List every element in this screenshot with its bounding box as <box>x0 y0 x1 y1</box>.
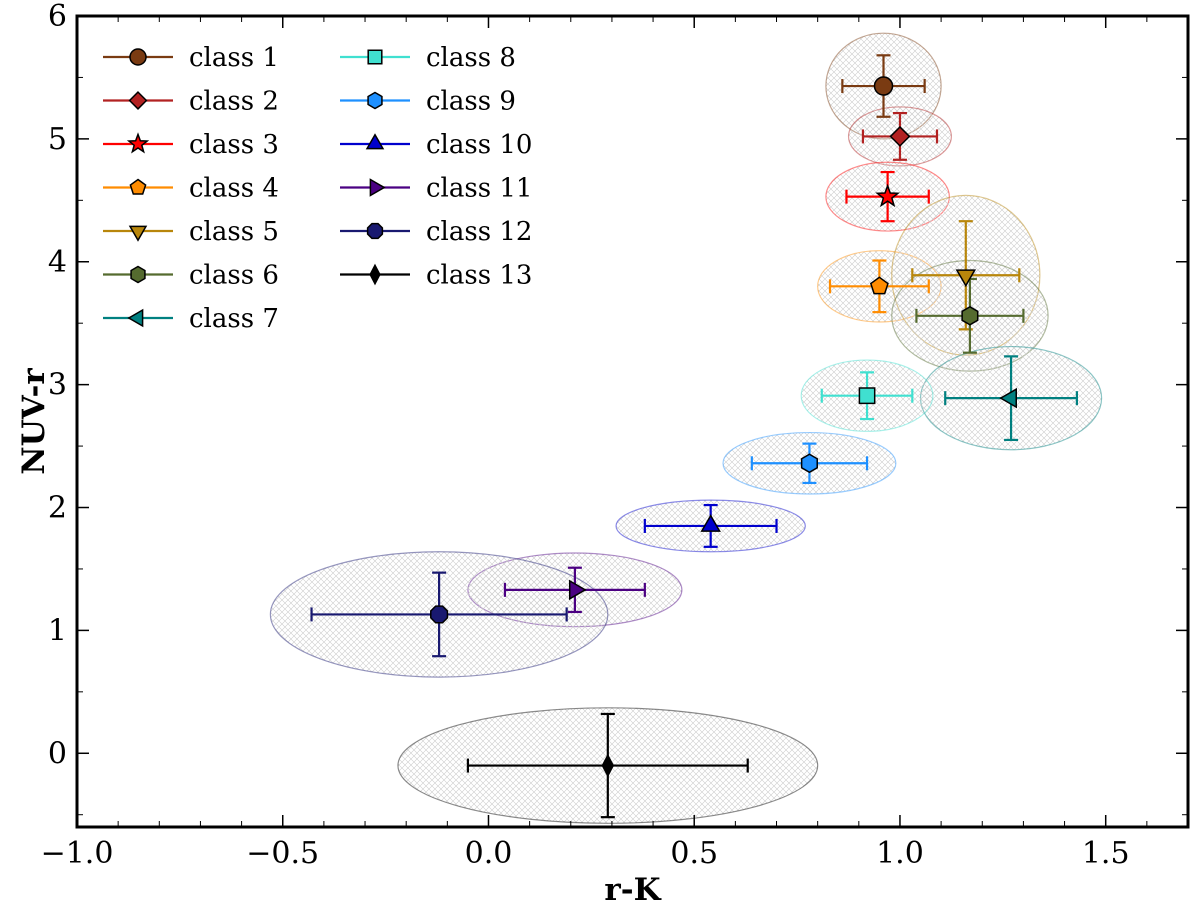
legend-label: class 7 <box>189 304 279 334</box>
x-tick-label: 0.5 <box>670 836 718 871</box>
axes-layer: −1.0 −0.5 0.0 0.5 1.0 1.5 0 1 2 3 4 5 6 r-K NUV-r <box>16 0 1190 908</box>
legend-entry-class-12: class 12 <box>340 217 532 247</box>
y-tick-label: 4 <box>48 245 67 280</box>
marker-class-13 <box>601 753 615 778</box>
x-tick-label: 1.5 <box>1082 836 1130 871</box>
legend-label: class 12 <box>426 217 532 247</box>
marker-class-6 <box>961 305 979 326</box>
markers-layer <box>430 76 1017 778</box>
legend-entry-class-2: class 2 <box>103 87 279 117</box>
y-tick-label: 6 <box>48 0 67 34</box>
y-tick-label: 3 <box>48 368 67 403</box>
x-axis-title: r-K <box>604 872 661 908</box>
legend-entry-class-13: class 13 <box>340 261 532 291</box>
y-axis-title: NUV-r <box>16 368 52 475</box>
legend-label: class 2 <box>189 87 279 117</box>
legend-marker <box>127 308 144 328</box>
marker-class-1 <box>873 76 894 96</box>
legend: class 1 class 2 class 3 class 4 class 5 class… <box>103 43 532 334</box>
legend-marker <box>369 178 386 197</box>
legend-label: class 10 <box>426 130 532 160</box>
marker-class-8 <box>858 387 876 405</box>
legend-marker <box>129 48 147 66</box>
legend-marker <box>129 178 147 195</box>
legend-marker <box>130 265 146 284</box>
y-tick-label: 0 <box>48 736 67 771</box>
marker-class-3 <box>875 183 900 208</box>
legend-entry-class-10: class 10 <box>340 130 532 160</box>
legend-entry-class-11: class 11 <box>340 174 532 204</box>
x-tick-label: −1.0 <box>41 836 114 871</box>
legend-label: class 8 <box>426 43 516 73</box>
legend-marker <box>126 132 150 154</box>
ellipses-layer <box>269 32 1103 824</box>
legend-label: class 4 <box>189 174 279 204</box>
marker-class-11 <box>568 579 587 601</box>
legend-label: class 11 <box>426 174 532 204</box>
marker-class-2 <box>889 125 911 147</box>
legend-marker <box>128 91 148 110</box>
marker-class-12 <box>430 605 449 624</box>
legend-marker <box>367 49 383 65</box>
marker-class-5 <box>955 269 977 288</box>
legend-label: class 1 <box>189 43 279 73</box>
x-tick-label: −0.5 <box>246 836 319 871</box>
legend-marker <box>128 225 148 242</box>
plot-frame <box>75 14 1190 829</box>
marker-class-10 <box>700 514 721 532</box>
x-tick-label: 1.0 <box>876 836 924 871</box>
marker-class-9 <box>800 453 818 474</box>
legend-entry-class-1: class 1 <box>103 43 279 73</box>
legend-marker <box>367 91 383 110</box>
legend-label: class 9 <box>426 87 516 117</box>
marker-class-4 <box>869 276 889 295</box>
legend-marker <box>369 263 381 286</box>
legend-marker <box>365 133 385 150</box>
legend-label: class 5 <box>189 217 279 247</box>
y-tick-label: 1 <box>48 613 67 648</box>
y-tick-label: 2 <box>48 491 67 526</box>
legend-entry-class-5: class 5 <box>103 217 279 247</box>
x-tick-label: 0.0 <box>465 836 513 871</box>
legend-entry-class-3: class 3 <box>103 130 279 160</box>
legend-entry-class-7: class 7 <box>103 304 279 334</box>
legend-marker <box>366 222 384 240</box>
legend-label: class 13 <box>426 261 532 291</box>
legend-entry-class-4: class 4 <box>103 174 279 204</box>
legend-entry-class-8: class 8 <box>340 43 516 73</box>
legend-entry-class-6: class 6 <box>103 261 279 291</box>
legend-entry-class-9: class 9 <box>340 87 516 117</box>
legend-label: class 3 <box>189 130 279 160</box>
y-tick-label: 5 <box>48 122 67 157</box>
legend-label: class 6 <box>189 261 279 291</box>
marker-class-7 <box>999 387 1017 409</box>
